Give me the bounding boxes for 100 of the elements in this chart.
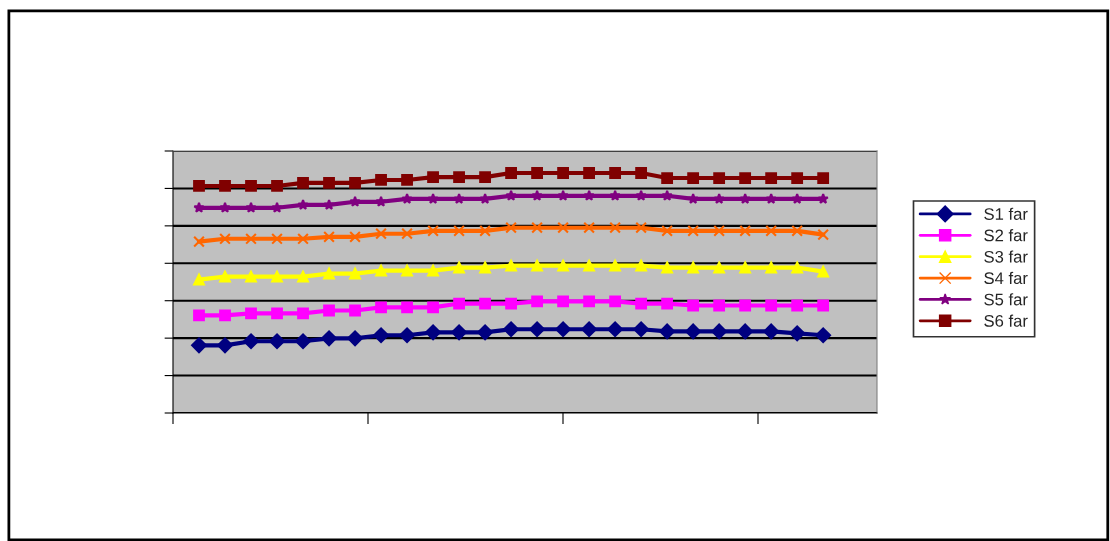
point <box>817 299 830 312</box>
point <box>739 172 752 184</box>
point <box>323 230 335 243</box>
point <box>687 224 700 237</box>
point <box>713 261 726 274</box>
point <box>479 193 491 204</box>
point <box>739 224 752 237</box>
point <box>245 307 257 320</box>
point <box>557 295 569 308</box>
point <box>583 167 596 179</box>
point <box>271 270 283 283</box>
point <box>323 199 335 210</box>
point <box>505 259 517 272</box>
point <box>581 321 598 338</box>
point <box>193 235 205 248</box>
point <box>765 299 778 312</box>
point <box>323 176 335 189</box>
point <box>635 259 648 272</box>
point <box>609 221 622 234</box>
point <box>635 189 647 201</box>
point <box>557 221 569 234</box>
point <box>297 199 309 210</box>
point <box>453 224 465 237</box>
point <box>687 193 699 204</box>
point <box>609 189 621 201</box>
point <box>557 167 569 179</box>
point <box>687 299 700 312</box>
point <box>583 295 596 308</box>
point <box>477 324 493 341</box>
point <box>791 193 803 204</box>
point <box>609 259 622 272</box>
point <box>427 193 439 204</box>
point <box>607 321 624 338</box>
point <box>765 193 777 204</box>
point <box>297 270 309 283</box>
point <box>479 224 491 237</box>
point <box>531 167 543 179</box>
point <box>659 323 676 340</box>
point <box>687 172 700 184</box>
point <box>321 330 337 347</box>
point <box>193 273 205 286</box>
point <box>791 224 804 237</box>
point <box>425 324 441 341</box>
point <box>349 304 361 317</box>
point <box>427 224 439 237</box>
point <box>791 299 804 312</box>
point <box>555 321 572 338</box>
legend-label: S3 far <box>984 250 1028 263</box>
point <box>817 193 829 204</box>
point <box>401 264 413 277</box>
point <box>349 230 361 243</box>
legend-label: S4 far <box>984 271 1028 285</box>
point <box>297 176 309 189</box>
point <box>817 228 830 241</box>
point <box>531 221 543 234</box>
point <box>271 232 283 245</box>
point <box>453 193 465 204</box>
point <box>713 193 725 204</box>
point <box>219 232 231 245</box>
point <box>401 227 413 240</box>
point <box>791 172 804 184</box>
point <box>661 297 674 310</box>
point <box>349 267 361 280</box>
point <box>557 259 569 272</box>
point <box>557 189 569 201</box>
point <box>451 324 467 341</box>
point <box>531 259 543 272</box>
point <box>505 189 517 201</box>
point <box>401 193 413 204</box>
point <box>349 176 361 189</box>
point <box>323 267 335 280</box>
point <box>713 172 726 184</box>
point <box>765 172 778 184</box>
point <box>375 264 387 277</box>
point <box>193 309 205 322</box>
point <box>323 304 335 317</box>
legend-label: S2 far <box>984 229 1028 242</box>
point <box>297 232 309 245</box>
point <box>245 232 257 245</box>
point <box>529 321 546 338</box>
point <box>453 297 465 310</box>
point <box>817 265 830 278</box>
point <box>399 327 415 344</box>
point <box>711 323 728 340</box>
point <box>815 327 832 344</box>
point <box>271 180 283 192</box>
point <box>737 323 754 340</box>
point <box>479 171 491 183</box>
point <box>401 301 413 314</box>
point <box>245 270 257 283</box>
legend-label: S6 far <box>984 314 1028 327</box>
point <box>661 224 674 237</box>
point <box>505 167 517 179</box>
point <box>217 337 233 354</box>
point <box>479 297 491 310</box>
point <box>349 195 361 207</box>
point <box>583 259 596 272</box>
point <box>295 333 311 350</box>
point <box>633 321 650 338</box>
point <box>453 171 465 183</box>
